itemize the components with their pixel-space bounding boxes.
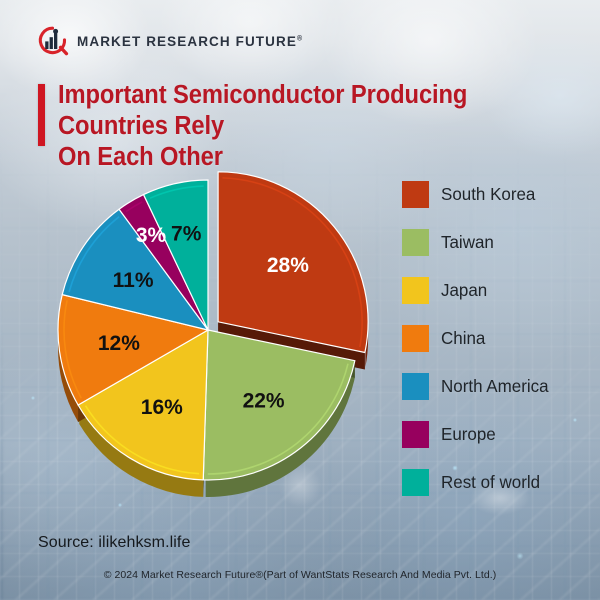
- registered-mark: ®: [296, 35, 304, 42]
- pie-slice-label: 16%: [141, 396, 183, 419]
- pie-slice-label: 3%: [136, 224, 167, 247]
- pie-slice[interactable]: [142, 179, 209, 331]
- source-note: Source: ilikehksm.life: [38, 534, 191, 551]
- legend-item-label: Taiwan: [441, 232, 494, 252]
- legend-color-swatch: [402, 277, 429, 304]
- brand-logo[interactable]: MARKET RESEARCH FUTURE®: [36, 25, 303, 57]
- pie-slice[interactable]: [202, 329, 356, 481]
- pie-slice-side: [58, 330, 79, 422]
- legend-item[interactable]: Taiwan: [402, 229, 552, 256]
- pie-chart: 28% 22% 16% 12% 11% 3% 7%: [40, 158, 400, 510]
- legend-color-swatch: [402, 421, 429, 448]
- pie-slice-bevel: [125, 201, 143, 213]
- chart-legend: South Korea Taiwan Japan China North America…: [402, 181, 552, 496]
- legend-item-label: North America: [441, 376, 549, 396]
- pie-slice-label: 7%: [171, 222, 202, 245]
- legend-item-label: Europe: [441, 424, 496, 444]
- pie-slice-label: 28%: [267, 254, 309, 277]
- pie-slice[interactable]: [77, 328, 209, 481]
- pie-data-labels: 28% 22% 16% 12% 11% 3% 7%: [98, 222, 309, 419]
- page-title: Important Semiconductor Producing Countr…: [38, 80, 583, 173]
- pie-slice-bevel: [68, 216, 120, 293]
- legend-item[interactable]: Japan: [402, 277, 552, 304]
- legend-item[interactable]: Rest of world: [402, 469, 552, 496]
- title-text: Important Semiconductor Producing Countr…: [58, 81, 468, 171]
- pie-slice[interactable]: [57, 293, 210, 406]
- title-accent-bar: [38, 84, 45, 146]
- pie-slice-label: 11%: [113, 269, 154, 292]
- pie-slice-bevel: [63, 300, 82, 399]
- copyright-footer: © 2024 Market Research Future®(Part of W…: [103, 569, 497, 581]
- pie-slice[interactable]: [217, 171, 369, 354]
- brand-wordmark-text: MARKET RESEARCH FUTURE: [77, 33, 297, 49]
- magnifier-bar-chart-icon: [36, 25, 70, 57]
- pie-slices: [57, 171, 369, 481]
- pie-slice-bevel: [149, 185, 204, 199]
- legend-item[interactable]: South Korea: [402, 181, 552, 208]
- legend-color-swatch: [402, 469, 429, 496]
- pie-slice-label: 12%: [98, 332, 140, 355]
- legend-color-swatch: [402, 181, 429, 208]
- pie-slice-side: [205, 360, 355, 497]
- legend-item-label: South Korea: [441, 184, 536, 204]
- pie-slice-bevel: [222, 177, 363, 348]
- legend-item-label: Japan: [441, 280, 488, 300]
- pie-slice-bevel: [207, 363, 349, 475]
- legend-item[interactable]: North America: [402, 373, 552, 400]
- pie-slice[interactable]: [61, 208, 210, 331]
- pie-chart-svg: 28% 22% 16% 12% 11% 3% 7%: [57, 171, 369, 497]
- legend-item-label: Rest of world: [441, 472, 541, 492]
- legend-color-swatch: [402, 373, 429, 400]
- legend-item-label: China: [441, 328, 486, 348]
- pie-slice-side: [79, 406, 204, 497]
- pie-slice-label: 22%: [243, 390, 285, 413]
- legend-item[interactable]: China: [402, 325, 552, 352]
- legend-item[interactable]: Europe: [402, 421, 552, 448]
- legend-color-swatch: [402, 229, 429, 256]
- brand-wordmark: MARKET RESEARCH FUTURE®: [77, 34, 303, 49]
- legend-color-swatch: [402, 325, 429, 352]
- pie-slice-bevel: [84, 405, 200, 475]
